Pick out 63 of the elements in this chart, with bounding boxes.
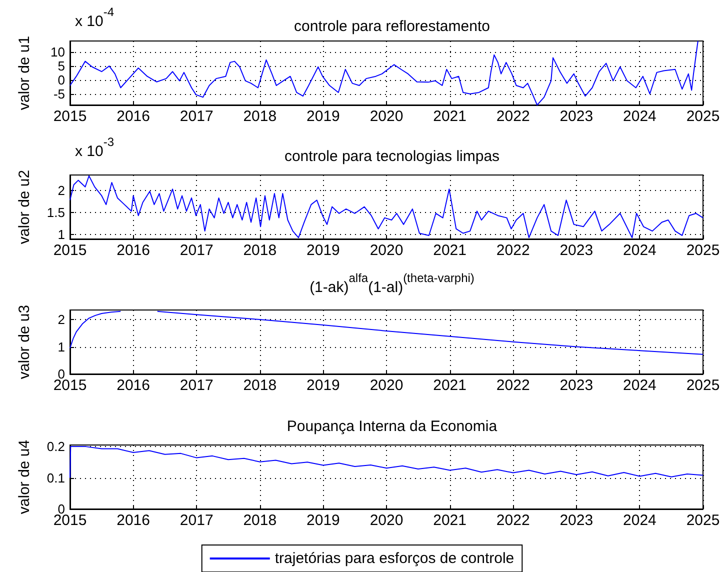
x-tick-label: 2017 [180,242,214,259]
x-tick-label: 2025 [686,242,720,259]
y-tick-label: 5 [58,58,65,74]
x-tick-label: 2021 [433,377,466,394]
x-tick-label: 2023 [560,377,594,394]
chart-title: controle para reflorestamento [294,18,490,35]
x-tick-label: 2024 [623,242,656,259]
x-tick-label: 2019 [306,512,340,529]
legend-label: trajetórias para esforços de controle [274,550,514,567]
x-tick-label: 2017 [180,108,214,125]
x-tick-label: 2019 [306,108,340,125]
x-tick-label: 2024 [623,377,656,394]
x-tick-label: 2015 [53,108,87,125]
x-tick-label: 2018 [243,242,277,259]
x-tick-label: 2022 [496,377,530,394]
x-tick-label: 2016 [116,108,150,125]
x-tick-label: 2016 [116,377,150,394]
chart-title: controle para tecnologias limpas [284,148,500,165]
x-tick-label: 2021 [433,108,466,125]
y-tick-label: 0.1 [46,470,65,486]
x-tick-label: 2016 [116,512,150,529]
y-tick-label: 10 [50,44,65,60]
y-tick-label: 0.2 [46,439,65,454]
x-tick-label: 2017 [180,512,214,529]
y-tick-label: 1 [58,339,65,354]
x-tick-label: 2015 [53,242,87,259]
x-tick-label: 2022 [496,512,530,529]
x-tick-label: 2022 [496,108,530,125]
x-tick-label: 2019 [306,242,340,259]
y-tick-label: 0 [58,72,65,88]
x-tick-label: 2018 [243,512,277,529]
x-tick-label: 2018 [243,108,277,125]
x-tick-label: 2021 [433,512,466,529]
x-tick-label: 2021 [433,242,466,259]
y-axis-title: valor de u2 [16,170,33,244]
x-tick-label: 2017 [180,377,214,394]
y-tick-label: 1.5 [46,205,65,220]
x-tick-label: 2016 [116,242,150,259]
x-tick-label: 2023 [560,242,594,259]
y-tick-label: 1 [58,227,65,242]
y-axis-title: valor de u1 [16,36,33,110]
chart-title: Poupança Interna da Economia [286,418,498,435]
line-series [70,175,704,238]
line-series [70,40,698,106]
x-tick-label: 2024 [623,108,656,125]
y-tick-label: 2 [58,182,65,198]
y-axis-title: valor de u4 [16,440,33,514]
x-tick-label: 2018 [243,377,277,394]
x-tick-label: 2025 [686,377,720,394]
x-tick-label: 2025 [686,108,720,125]
x-tick-label: 2020 [370,512,404,529]
y-axis-title: valor de u3 [16,304,33,380]
y-tick-label: -5 [53,86,65,102]
x-tick-label: 2020 [370,108,404,125]
x-tick-label: 2020 [370,377,404,394]
x-tick-label: 2023 [560,512,594,529]
x-tick-label: 2020 [370,242,404,259]
x-tick-label: 2024 [623,512,656,529]
y-tick-label: 2 [58,312,65,328]
x-tick-label: 2023 [560,108,594,125]
x-tick-label: 2022 [496,242,530,259]
x-tick-label: 2025 [686,512,720,529]
x-tick-label: 2019 [306,377,340,394]
